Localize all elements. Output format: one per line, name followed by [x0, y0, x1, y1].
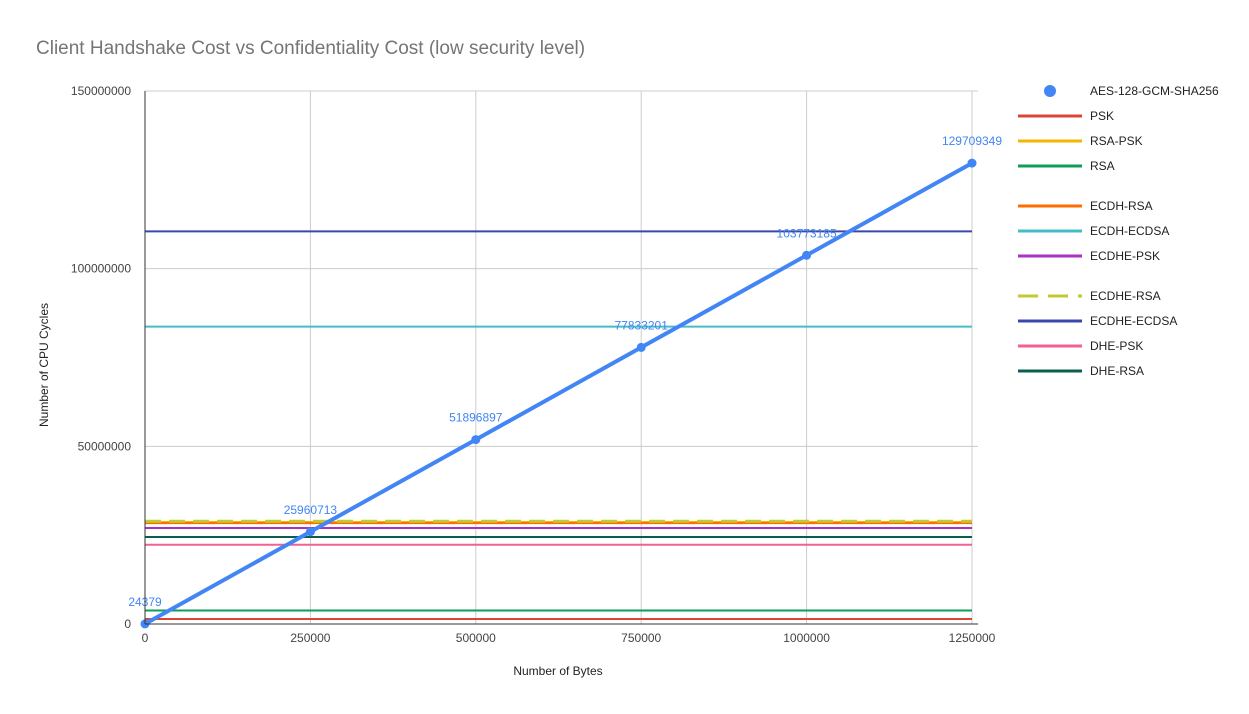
- legend-label-ecdhe-ecdsa: ECDHE-ECDSA: [1090, 314, 1177, 328]
- x-tick-label: 1250000: [949, 631, 996, 645]
- x-axis-label: Number of Bytes: [513, 664, 602, 678]
- data-point: [636, 342, 646, 352]
- axes: [144, 91, 978, 625]
- x-tick-label: 500000: [456, 631, 496, 645]
- legend-label-psk: PSK: [1090, 109, 1114, 123]
- y-tick-label: 50000000: [78, 439, 132, 453]
- y-tick-label: 0: [124, 617, 131, 631]
- chart-title: Client Handshake Cost vs Confidentiality…: [36, 38, 585, 59]
- data-label: 51896897: [449, 411, 503, 425]
- legend-label-ecdhe-rsa: ECDHE-RSA: [1090, 289, 1161, 303]
- series-line-aes-128-gcm-sha256: [143, 161, 974, 626]
- data-point: [305, 527, 315, 537]
- y-tick-label: 100000000: [71, 262, 131, 276]
- baseline-series-lines: [145, 230, 972, 621]
- data-point: [471, 435, 481, 445]
- data-label: 25960713: [284, 503, 338, 517]
- data-point: [802, 250, 812, 260]
- legend: AES-128-GCM-SHA256 PSK RSA-PSK RSA ECDH-RSA E…: [1018, 84, 1219, 378]
- data-label: 103773185: [777, 226, 837, 240]
- legend-marker-aes-128-gcm-sha256: [1044, 85, 1056, 97]
- legend-label-rsa: RSA: [1090, 159, 1115, 173]
- tick-labels: 0 50000000 100000000 150000000 0 250000 500000…: [71, 84, 996, 645]
- legend-label-ecdhe-psk: ECDHE-PSK: [1090, 249, 1160, 263]
- y-tick-label: 150000000: [71, 84, 131, 98]
- legend-label-dhe-rsa: DHE-RSA: [1090, 364, 1144, 378]
- legend-label-ecdh-ecdsa: ECDH-ECDSA: [1090, 224, 1169, 238]
- legend-label-ecdh-rsa: ECDH-RSA: [1090, 199, 1153, 213]
- y-axis-label: Number of CPU Cycles: [37, 303, 51, 427]
- grid: [145, 90, 978, 624]
- x-tick-label: 1000000: [783, 631, 830, 645]
- data-label: 129709349: [942, 134, 1002, 148]
- legend-label-rsa-psk: RSA-PSK: [1090, 134, 1143, 148]
- x-tick-label: 750000: [621, 631, 661, 645]
- data-label: 77833201: [615, 318, 669, 332]
- main-series: 2437925960713518968977783320110377318512…: [128, 134, 1002, 629]
- x-tick-label: 250000: [290, 631, 330, 645]
- legend-label-dhe-psk: DHE-PSK: [1090, 339, 1143, 353]
- x-tick-label: 0: [142, 631, 149, 645]
- legend-label-aes-128-gcm-sha256: AES-128-GCM-SHA256: [1090, 84, 1219, 98]
- data-point: [967, 158, 977, 168]
